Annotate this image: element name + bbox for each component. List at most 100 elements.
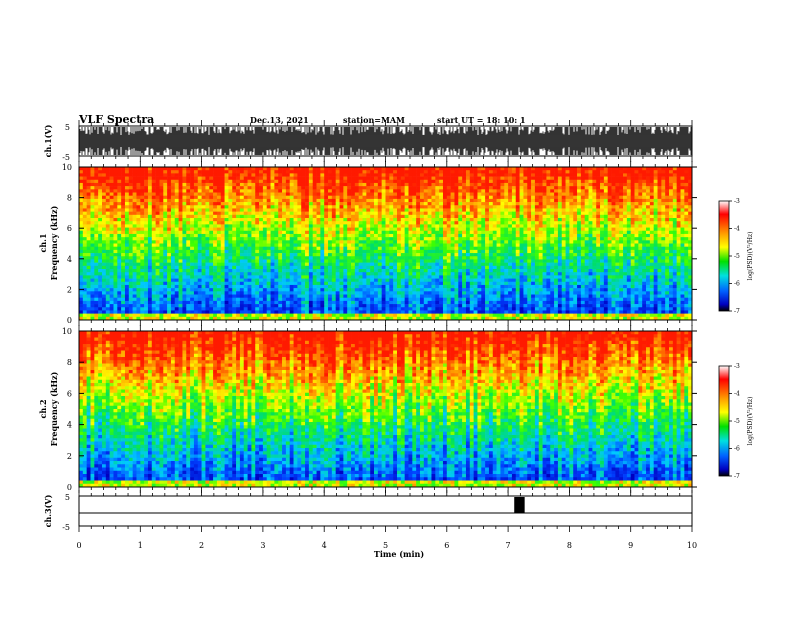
spectrogram-ch1-cell [236, 259, 241, 263]
spectrogram-ch1-cell [155, 259, 160, 263]
spectrogram-ch1-cell [454, 278, 459, 283]
spectrogram-ch1-cell [117, 195, 122, 200]
spectrogram-ch1-cell [339, 240, 344, 244]
spectrogram-ch1-cell [270, 256, 275, 260]
spectrogram-ch1-cell [374, 221, 379, 225]
spectrogram-ch1-cell [251, 192, 256, 196]
spectrogram-ch1-cell [446, 192, 451, 196]
spectrogram-ch1-cell [197, 278, 202, 283]
spectrogram-ch1-cell [209, 275, 214, 279]
spectrogram-ch1-cell [170, 205, 176, 209]
spectrogram-ch1-cell [381, 227, 386, 232]
spectrogram-ch1-cell [239, 310, 245, 314]
spectrogram-ch1-cell [163, 195, 168, 200]
spectrogram-ch1-cell [465, 262, 471, 267]
spectrogram-ch1-cell [393, 262, 398, 267]
spectrogram-ch1-cell [190, 170, 195, 174]
spectrogram-ch1-cell [423, 195, 428, 200]
spectrogram-ch1-cell [312, 237, 317, 241]
spectrogram-ch1-cell [255, 269, 260, 273]
spectrogram-ch1-cell [465, 214, 471, 219]
spectrogram-ch1-cell [285, 221, 291, 225]
spectrogram-ch1-cell [79, 307, 84, 311]
spectrogram-ch1-cell [331, 275, 336, 279]
spectrogram-ch1-cell [347, 192, 352, 196]
spectrogram-ch1-cell [113, 256, 118, 260]
spectrogram-ch1-cell [216, 278, 222, 283]
spectrogram-ch1-cell [324, 189, 329, 193]
spectrogram-ch1-cell [186, 249, 191, 254]
spectrogram-ch1-cell [159, 240, 164, 244]
spectrogram-ch1-cell [316, 214, 321, 219]
spectrogram-ch1-cell [266, 288, 271, 292]
spectrogram-ch1-cell [331, 288, 336, 292]
spectrogram-ch1-cell [140, 253, 145, 257]
spectrogram-ch1-cell [79, 297, 84, 302]
spectrogram-ch1-cell [278, 170, 283, 174]
spectrogram-ch1-cell [324, 179, 329, 184]
spectrogram-ch1-cell [458, 176, 463, 181]
spectrogram-ch1-cell [94, 262, 99, 267]
spectrogram-ch1-cell [278, 259, 283, 263]
spectrogram-ch1-cell [473, 265, 478, 270]
spectrogram-ch1-cell [186, 224, 191, 228]
spectrogram-ch1-cell [374, 237, 379, 241]
spectrogram-ch1-cell [316, 275, 321, 279]
spectrogram-ch1-cell [377, 176, 382, 181]
spectrogram-ch1-cell [301, 240, 306, 244]
spectrogram-ch1-cell [374, 195, 379, 200]
spectrogram-ch1-cell [151, 202, 156, 206]
spectrogram-ch1-cell [416, 265, 421, 270]
spectrogram-ch1-cell [190, 221, 195, 225]
spectrogram-ch1-cell [362, 224, 367, 228]
spectrogram-ch1-cell [454, 249, 459, 254]
spectrogram-ch1-cell [151, 233, 156, 238]
spectrogram-ch1-cell [259, 316, 264, 320]
spectrogram-ch1-cell [450, 262, 455, 267]
spectrogram-ch1-cell [182, 316, 187, 320]
spectrogram-ch1-cell [190, 275, 195, 279]
spectrogram-ch1-cell [178, 221, 183, 225]
spectrogram-ch1-cell [462, 310, 467, 314]
spectrogram-ch1-cell [335, 300, 340, 305]
spectrogram-ch1-cell [144, 300, 149, 305]
spectrogram-ch1-cell [182, 278, 187, 283]
spectrogram-ch1-cell [347, 275, 352, 279]
spectrogram-ch1-cell [205, 221, 210, 225]
spectrogram-ch1-cell [155, 288, 160, 292]
spectrogram-ch1-cell [128, 281, 133, 286]
spectrogram-ch1-cell [82, 198, 87, 203]
spectrogram-ch1-cell [220, 310, 225, 314]
spectrogram-ch1-cell [243, 233, 248, 238]
spectrogram-ch1-cell [98, 253, 103, 257]
spectrogram-ch1-cell [155, 284, 160, 289]
spectrogram-ch1-cell [423, 316, 428, 320]
spectrogram-ch1-cell [151, 265, 156, 270]
spectrogram-ch1-cell [347, 195, 352, 200]
spectrogram-ch1-cell [385, 294, 390, 298]
spectrogram-ch1-cell [239, 275, 245, 279]
spectrogram-ch1-cell [358, 167, 363, 171]
spectrogram-ch1-cell [374, 294, 379, 298]
spectrogram-ch1-cell [370, 294, 375, 298]
spectrogram-ch1-cell [98, 275, 103, 279]
spectrogram-ch1-cell [117, 297, 122, 302]
spectrogram-ch1-cell [408, 208, 413, 212]
spectrogram-ch1-cell [335, 278, 340, 283]
spectrogram-ch1-cell [243, 182, 248, 187]
spectrogram-ch1-cell [236, 243, 241, 247]
spectrogram-ch1-cell [163, 208, 168, 212]
spectrogram-ch1-cell [178, 275, 183, 279]
spectrogram-ch1-cell [439, 198, 444, 203]
spectrogram-ch1-cell [190, 310, 195, 314]
spectrogram-ch1-cell [136, 182, 141, 187]
spectrogram-ch1-cell [132, 240, 137, 244]
spectrogram-ch1-cell [381, 288, 386, 292]
spectrogram-ch1-cell [220, 237, 225, 241]
spectrogram-ch1-cell [366, 240, 371, 244]
spectrogram-ch1-cell [132, 182, 137, 187]
spectrogram-ch1-cell [151, 249, 156, 254]
spectrogram-ch1-cell [247, 310, 252, 314]
spectrogram-ch1-cell [320, 249, 325, 254]
spectrogram-ch1-cell [320, 208, 325, 212]
